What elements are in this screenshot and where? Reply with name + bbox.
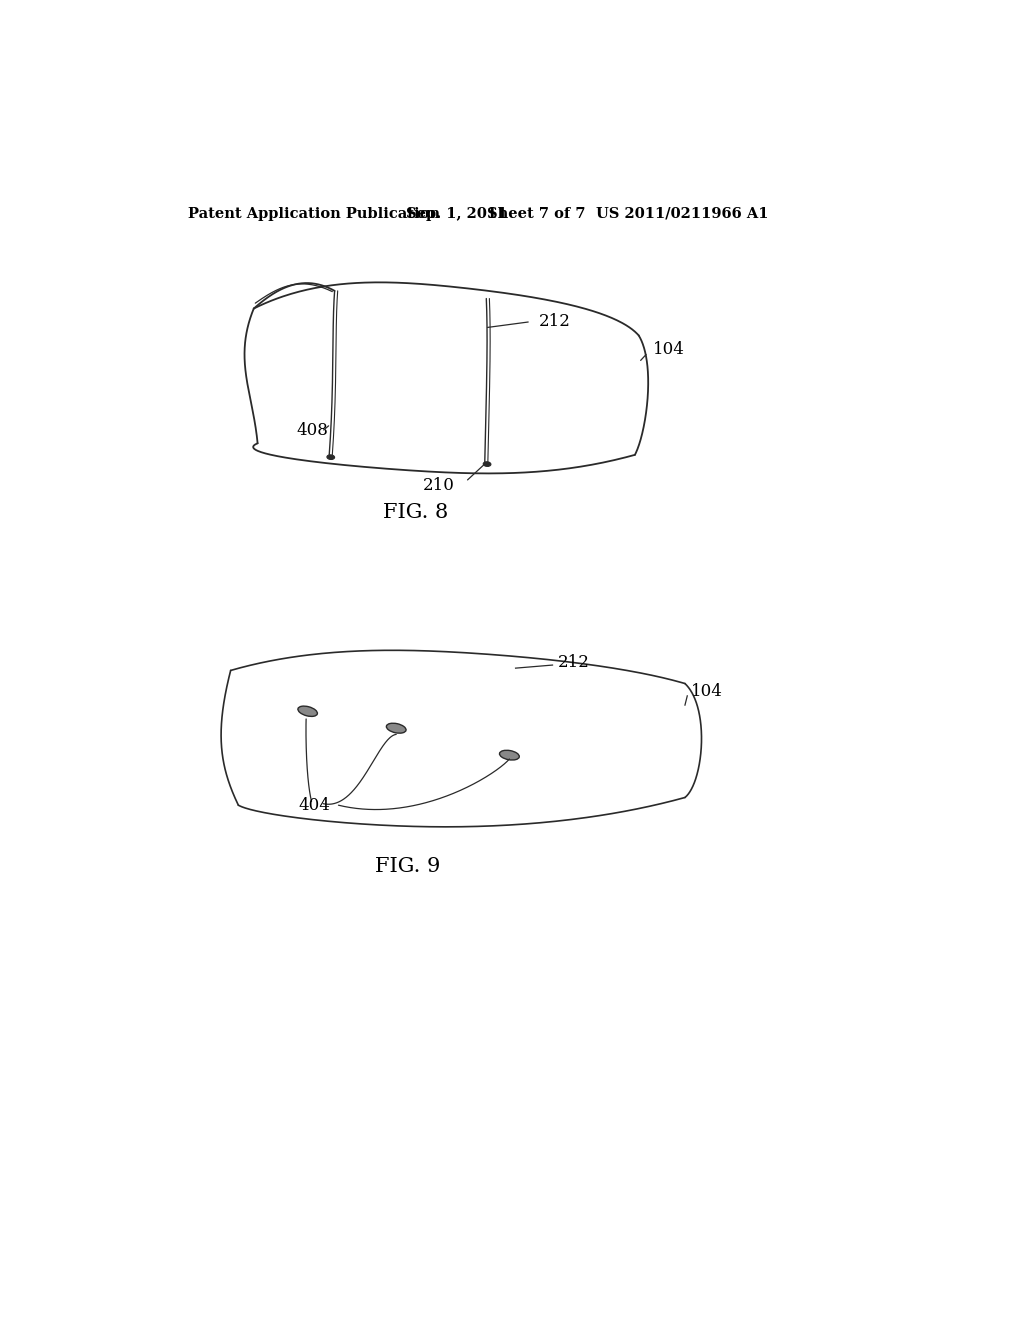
Text: Sheet 7 of 7: Sheet 7 of 7 (487, 207, 586, 220)
Text: 104: 104 (652, 341, 684, 358)
Text: FIG. 8: FIG. 8 (383, 503, 449, 523)
Text: US 2011/0211966 A1: US 2011/0211966 A1 (596, 207, 769, 220)
Text: 212: 212 (539, 313, 570, 330)
Text: 104: 104 (691, 682, 723, 700)
Ellipse shape (500, 750, 519, 760)
Text: 408: 408 (296, 421, 328, 438)
Ellipse shape (327, 455, 335, 459)
Text: Patent Application Publication: Patent Application Publication (188, 207, 440, 220)
Ellipse shape (386, 723, 407, 733)
Text: 210: 210 (423, 477, 455, 494)
Text: FIG. 9: FIG. 9 (375, 857, 440, 876)
Text: 404: 404 (298, 797, 331, 813)
Ellipse shape (298, 706, 317, 717)
Text: Sep. 1, 2011: Sep. 1, 2011 (407, 207, 508, 220)
Ellipse shape (483, 462, 490, 466)
Text: 212: 212 (558, 655, 590, 672)
